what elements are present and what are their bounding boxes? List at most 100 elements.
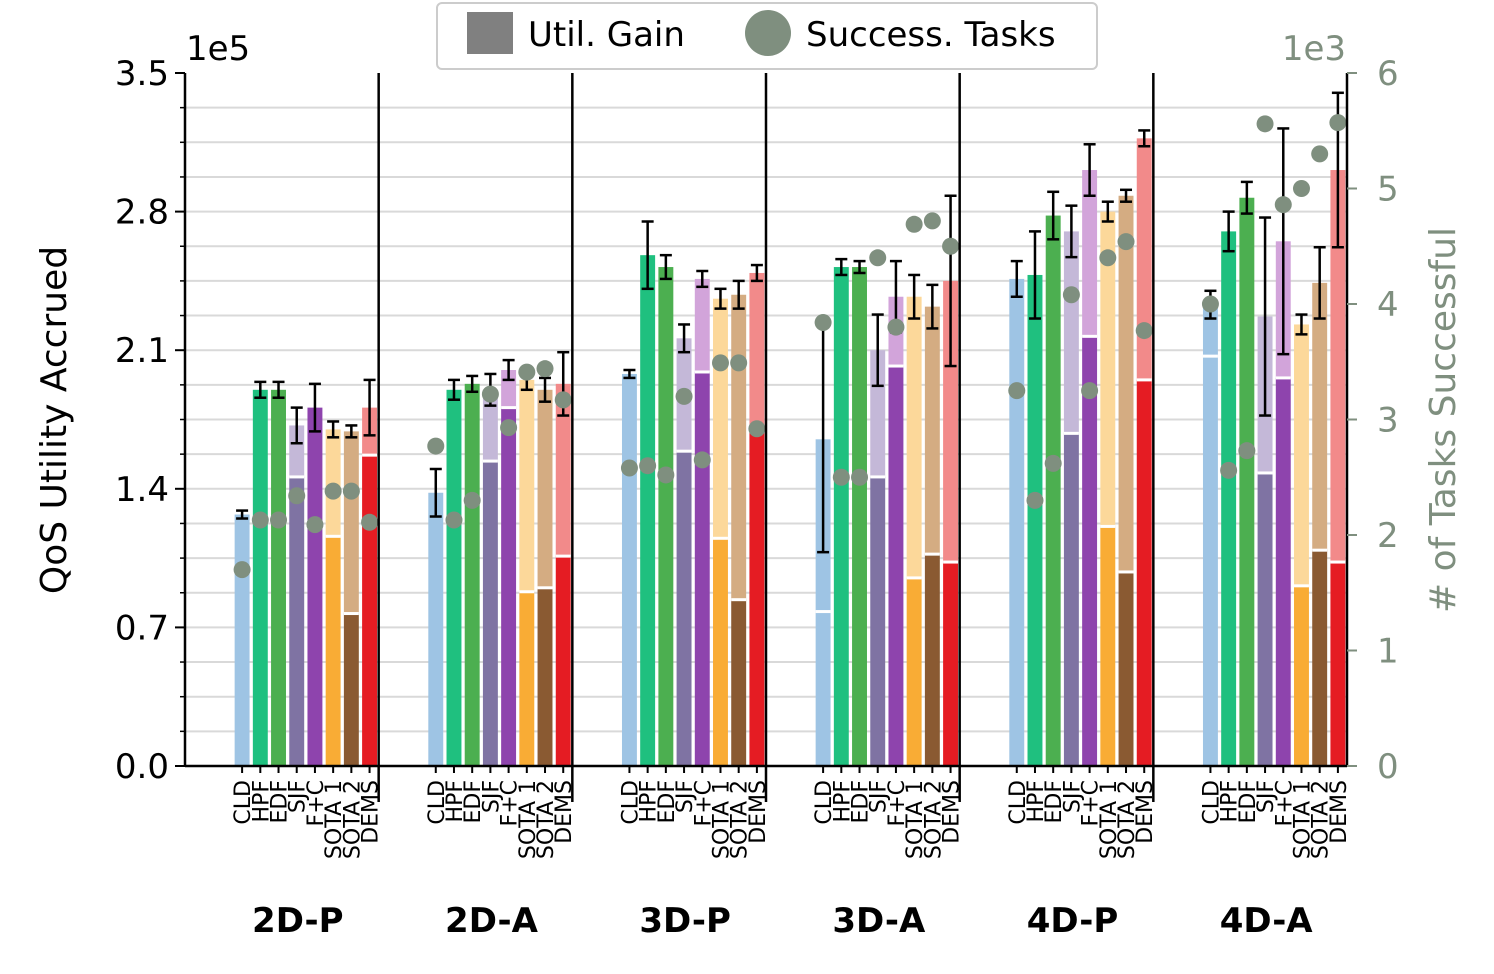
success-dot: [1201, 295, 1219, 313]
bar-base: [621, 373, 637, 766]
method-tick-label: F+C: [1079, 780, 1104, 826]
bar-gain: [870, 350, 886, 477]
bar-base: [1136, 379, 1152, 766]
right-tick-label: 1: [1377, 632, 1399, 672]
bar-gain: [289, 425, 305, 477]
left-tick-label: 3.5: [115, 54, 169, 94]
legend: Util. Gain Success. Tasks: [436, 2, 1098, 70]
success-dot: [481, 385, 499, 403]
method-tick-label: F+C: [1272, 780, 1297, 826]
success-dot: [814, 313, 832, 331]
bar-gain: [537, 389, 553, 588]
legend-dot-swatch: [745, 10, 791, 56]
bar-gain: [924, 306, 940, 555]
method-tick-label: HPF: [830, 780, 855, 822]
bar-gain: [1312, 282, 1328, 551]
method-tick-label: EDF: [1042, 780, 1067, 824]
success-dot: [463, 491, 481, 509]
bar-gain: [749, 272, 765, 428]
method-tick-label: CLD: [1199, 780, 1224, 825]
bar-base: [1100, 526, 1116, 766]
bar-base: [428, 492, 444, 766]
method-tick-label: SJF: [479, 780, 504, 813]
success-dot: [639, 457, 657, 475]
method-tick-label: HPF: [1024, 780, 1049, 822]
success-dot: [1292, 180, 1310, 197]
right-axis-title: # of Tasks Successful: [1423, 227, 1464, 613]
bar-base: [1257, 472, 1273, 766]
bar-base: [501, 407, 517, 766]
legend-dot-label: Success. Tasks: [806, 15, 1056, 55]
bar-gain: [519, 379, 535, 592]
bar-base: [519, 591, 535, 766]
success-dot: [851, 468, 869, 486]
group-label: 4D-A: [1220, 901, 1314, 941]
success-dot: [675, 387, 693, 405]
success-dot: [288, 487, 306, 505]
bar-gain: [1294, 324, 1309, 586]
left-tick-label: 2.1: [115, 331, 169, 371]
method-tick-label: EDF: [1236, 780, 1261, 824]
bar-base: [252, 389, 268, 766]
bar-base: [1045, 215, 1061, 766]
bar-base: [307, 407, 323, 766]
method-tick-label: F+C: [498, 780, 523, 826]
method-tick-label: HPF: [637, 780, 662, 822]
bar-base: [482, 461, 498, 766]
method-tick-label: F+C: [304, 780, 329, 826]
bar-gain: [731, 294, 747, 600]
bar-base: [362, 455, 378, 766]
success-dot: [251, 511, 269, 529]
success-dots: [233, 114, 1347, 579]
bar-base: [1221, 231, 1237, 766]
method-tick-label: CLD: [1006, 780, 1031, 825]
bar-gain: [482, 389, 498, 462]
group-label: 2D-P: [252, 901, 344, 941]
bar-base: [1063, 433, 1079, 766]
method-tick-label: SOTA 1: [516, 780, 541, 859]
success-dot: [270, 511, 288, 529]
bar-base: [537, 587, 553, 766]
bar-base: [343, 613, 359, 766]
success-dot: [942, 237, 960, 255]
bar-gain: [343, 431, 359, 614]
success-dot: [748, 420, 766, 438]
success-dot: [923, 212, 941, 230]
success-dot: [1311, 145, 1329, 163]
bar-base: [289, 476, 305, 766]
left-tick-label: 2.8: [115, 193, 169, 233]
method-tick-label: DEMS: [940, 780, 965, 844]
success-dot: [1274, 196, 1292, 214]
success-dot: [1099, 249, 1117, 267]
bar-base: [815, 611, 831, 766]
bar-gain: [694, 278, 710, 372]
axes-frame: [183, 73, 1349, 802]
right-tick-label: 2: [1377, 516, 1399, 556]
bar-base: [1294, 585, 1309, 766]
bar-gain: [906, 296, 922, 578]
method-tick-label: HPF: [443, 780, 468, 822]
bar-base: [731, 599, 747, 766]
method-tick-label: SOTA 2: [1309, 780, 1334, 859]
method-tick-label: DEMS: [1327, 780, 1352, 844]
success-dot: [1062, 286, 1080, 304]
success-dot: [1026, 491, 1044, 509]
success-dot: [445, 511, 463, 529]
method-tick-label: CLD: [231, 780, 256, 825]
right-tick-label: 5: [1377, 170, 1399, 210]
bar-base: [640, 255, 656, 766]
method-tick-label: SOTA 1: [1290, 780, 1315, 859]
success-dot: [711, 354, 729, 372]
method-tick-label: SOTA 2: [340, 780, 365, 859]
method-tick-label: DEMS: [552, 780, 577, 844]
success-dot: [342, 482, 360, 500]
success-dot: [1081, 382, 1099, 400]
bar-gain: [1063, 231, 1079, 434]
method-tick-label: SJF: [1254, 780, 1279, 813]
method-tick-label: SOTA 2: [1115, 780, 1140, 859]
method-tick-label: SOTA 2: [728, 780, 753, 859]
bar-base: [1009, 278, 1025, 766]
method-tick-label: DEMS: [1133, 780, 1158, 844]
method-tick-label: SJF: [1060, 780, 1085, 813]
